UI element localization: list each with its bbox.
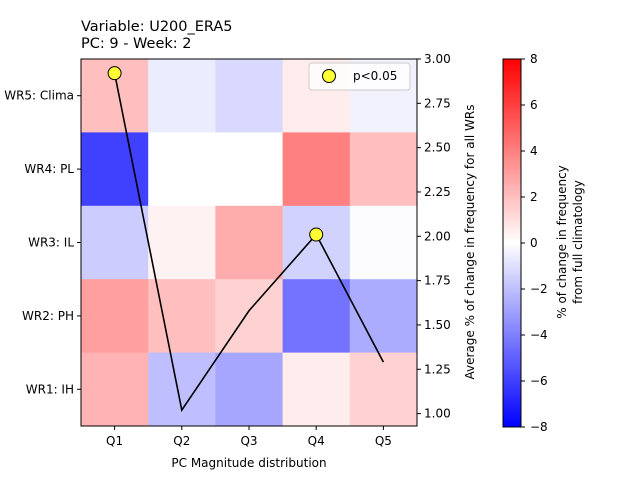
y-tick-label: WR3: IL	[28, 236, 74, 250]
colorbar-tick-label: −4	[530, 328, 548, 342]
y2-tick-label: 1.75	[424, 274, 451, 288]
legend: p<0.05	[308, 62, 411, 91]
colorbar-tick-label: 8	[530, 52, 538, 66]
y2-tick-label: 1.25	[424, 362, 451, 376]
heatmap-cell	[148, 132, 216, 207]
colorbar-tick-label: −8	[530, 420, 548, 434]
y2-tick-label: 2.50	[424, 141, 451, 155]
heatmap-cell	[148, 205, 216, 280]
y2-tick-label: 2.75	[424, 96, 451, 110]
x-axis-label: PC Magnitude distribution	[171, 456, 326, 470]
line-series	[107, 66, 385, 413]
significance-marker	[309, 227, 324, 242]
y2-tick-label: 1.50	[424, 318, 451, 332]
x-tick-label: Q3	[240, 434, 257, 448]
x-tick-label: Q5	[375, 434, 392, 448]
colorbar-tick-label: −6	[530, 374, 548, 388]
colorbar	[502, 58, 522, 428]
average-line	[113, 73, 385, 413]
heatmap-cell	[349, 132, 418, 207]
colorbar-tick-label: 2	[530, 190, 538, 204]
heatmap-cell	[215, 132, 284, 207]
heatmap-cell	[215, 205, 284, 280]
heatmap-cell	[81, 279, 149, 354]
colorbar-label-line1: % of change in frequency	[555, 165, 569, 319]
colorbar-label-line2: from full climatology	[571, 180, 585, 304]
heatmap-cell	[148, 59, 216, 133]
y-axis-right: 1.00 1.25 1.50 1.75 2.00 2.25 2.50 2.75 3.00	[417, 52, 451, 421]
y2-tick-label: 2.25	[424, 185, 451, 199]
heatmap-cell	[148, 279, 216, 354]
chart-title-line1: Variable: U200_ERA5	[81, 19, 233, 35]
x-tick-label: Q1	[106, 434, 123, 448]
legend-box	[308, 62, 411, 91]
y2-tick-label: 3.00	[424, 52, 451, 66]
heatmap	[81, 59, 418, 427]
heatmap-cell	[81, 205, 149, 280]
colorbar-tick-label: 6	[530, 98, 538, 112]
colorbar-tick-label: 0	[530, 236, 538, 250]
y-axis-left: WR5: Clima WR4: PL WR3: IL WR2: PH WR1: IH	[4, 89, 81, 396]
heatmap-cell	[349, 352, 418, 427]
heatmap-cell	[215, 279, 284, 354]
y-axis-right-label: Average % of change in frequency for all…	[463, 104, 477, 379]
heatmap-cell	[148, 352, 216, 427]
x-axis: Q1 Q2 Q3 Q4 Q5	[106, 426, 392, 448]
y-tick-label: WR2: PH	[22, 309, 74, 323]
heatmap-cell	[282, 132, 351, 207]
heatmap-cell	[349, 279, 418, 354]
heatmap-cell	[282, 352, 351, 427]
heatmap-cell	[81, 132, 149, 207]
y2-tick-label: 2.00	[424, 229, 451, 243]
heatmap-cell	[215, 59, 284, 133]
chart-title-line2: PC: 9 - Week: 2	[81, 36, 192, 52]
heatmap-cell	[81, 352, 149, 427]
heatmap-cell	[215, 352, 284, 427]
legend-label: p<0.05	[353, 69, 397, 83]
colorbar-tick-label: 4	[530, 144, 538, 158]
legend-marker	[322, 69, 336, 83]
significance-marker	[107, 66, 122, 81]
y-tick-label: WR4: PL	[24, 162, 74, 176]
x-tick-label: Q4	[308, 434, 325, 448]
x-tick-label: Q2	[173, 434, 190, 448]
colorbar-tick-label: −2	[530, 282, 548, 296]
colorbar-ticks: −8 −6 −4 −2 0 2 4 6 8	[521, 52, 548, 434]
heatmap-cell	[349, 205, 418, 280]
y-tick-label: WR1: IH	[26, 382, 74, 396]
y-tick-label: WR5: Clima	[4, 89, 74, 103]
y2-tick-label: 1.00	[424, 407, 451, 421]
heatmap-cell	[282, 205, 351, 280]
heatmap-cell	[282, 279, 351, 354]
